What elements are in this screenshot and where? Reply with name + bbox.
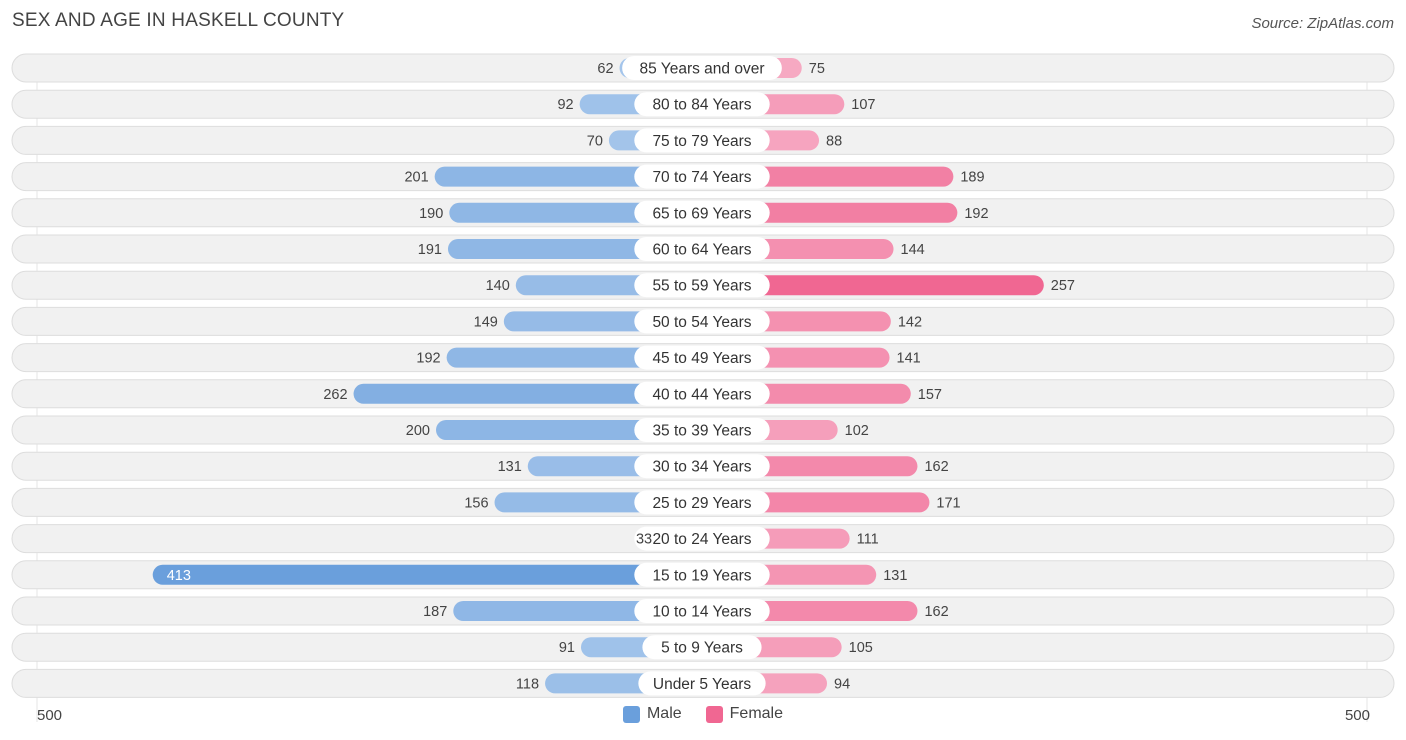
category-pill — [634, 128, 770, 153]
category-label: 80 to 84 Years — [652, 97, 751, 114]
value-label-female: 192 — [964, 206, 988, 222]
value-label-female: 189 — [960, 170, 984, 186]
category-pill — [622, 56, 782, 80]
value-label-female: 105 — [849, 640, 873, 656]
value-label-male: 200 — [406, 423, 430, 439]
category-pill — [634, 599, 770, 623]
legend-label-male: Male — [646, 705, 682, 722]
category-pill — [634, 273, 770, 298]
category-label: 65 to 69 Years — [652, 205, 751, 222]
category-pill — [634, 345, 770, 370]
value-label-male: 91 — [559, 640, 575, 656]
category-label: 25 to 29 Years — [652, 495, 751, 512]
value-label-female: 144 — [901, 242, 925, 258]
category-pill — [634, 490, 770, 515]
category-label: 70 to 74 Years — [652, 169, 751, 186]
category-label: 85 Years and over — [640, 61, 765, 78]
category-label: 10 to 14 Years — [652, 604, 751, 621]
value-label-male: 201 — [404, 170, 428, 186]
category-label: 60 to 64 Years — [652, 242, 751, 259]
value-label-male: 33 — [636, 532, 652, 548]
value-label-female: 157 — [918, 387, 942, 403]
legend-swatch-male — [622, 705, 640, 723]
category-label: 15 to 19 Years — [652, 567, 751, 584]
bar-male — [152, 564, 702, 585]
category-pill — [642, 635, 762, 660]
category-pill — [634, 200, 770, 225]
value-label-female: 102 — [845, 423, 869, 439]
value-label-female: 162 — [924, 604, 948, 620]
bar-male — [353, 383, 702, 404]
category-pill — [634, 526, 770, 551]
axis-label-left: 500 — [37, 707, 63, 724]
category-pill — [634, 454, 770, 479]
category-label: 50 to 54 Years — [652, 314, 751, 331]
value-label-male: 149 — [474, 314, 498, 330]
axis-label-right: 500 — [1344, 707, 1370, 724]
category-pill — [634, 92, 770, 117]
legend-item-male[interactable]: Male — [622, 705, 682, 723]
value-label-male: 192 — [416, 351, 440, 367]
value-label-female: 142 — [898, 314, 922, 330]
category-label: 5 to 9 Years — [661, 640, 743, 657]
value-label-female: 111 — [857, 532, 879, 548]
bar-male — [434, 166, 702, 187]
category-label: 40 to 44 Years — [652, 386, 751, 403]
value-label-male: 156 — [464, 495, 488, 511]
value-label-male: 262 — [323, 387, 347, 403]
value-label-male: 187 — [423, 604, 447, 620]
chart-title: SEX AND AGE IN HASKELL COUNTY — [12, 10, 345, 31]
chart-source: Source: ZipAtlas.com — [1251, 15, 1394, 32]
category-label: 20 to 24 Years — [652, 531, 751, 548]
value-label-male: 140 — [486, 278, 510, 294]
value-label-female: 257 — [1051, 278, 1075, 294]
category-label: 30 to 34 Years — [652, 459, 751, 476]
category-pill — [634, 381, 770, 406]
value-label-female: 75 — [809, 61, 825, 77]
value-label-female: 171 — [936, 495, 960, 511]
category-pill — [634, 562, 770, 587]
value-label-male: 190 — [419, 206, 443, 222]
value-label-female: 131 — [883, 568, 907, 584]
value-label-female: 141 — [897, 351, 921, 367]
legend-item-female[interactable]: Female — [705, 705, 784, 723]
category-pill — [634, 164, 770, 189]
category-label: Under 5 Years — [653, 676, 751, 693]
value-label-male: 413 — [167, 568, 191, 584]
category-label: 75 to 79 Years — [652, 133, 751, 150]
category-label: 45 to 49 Years — [652, 350, 751, 367]
value-label-female: 162 — [924, 459, 948, 475]
category-pill — [634, 418, 770, 442]
value-label-female: 94 — [834, 676, 850, 692]
legend-swatch-female — [705, 705, 723, 723]
value-label-male: 131 — [498, 459, 522, 475]
category-pill — [634, 237, 770, 261]
value-label-male: 92 — [557, 97, 573, 113]
value-label-male: 118 — [516, 676, 539, 692]
category-label: 55 to 59 Years — [652, 278, 751, 295]
value-label-male: 70 — [587, 133, 603, 149]
legend-label-female: Female — [729, 705, 784, 722]
category-label: 35 to 39 Years — [652, 423, 751, 440]
value-label-female: 107 — [851, 97, 875, 113]
value-label-male: 191 — [418, 242, 442, 258]
category-pill — [638, 671, 766, 696]
category-pill — [634, 309, 770, 334]
value-label-male: 62 — [597, 61, 613, 77]
legend: Male Female — [0, 705, 1406, 723]
bar-female — [702, 275, 1044, 296]
value-label-female: 88 — [826, 133, 842, 149]
